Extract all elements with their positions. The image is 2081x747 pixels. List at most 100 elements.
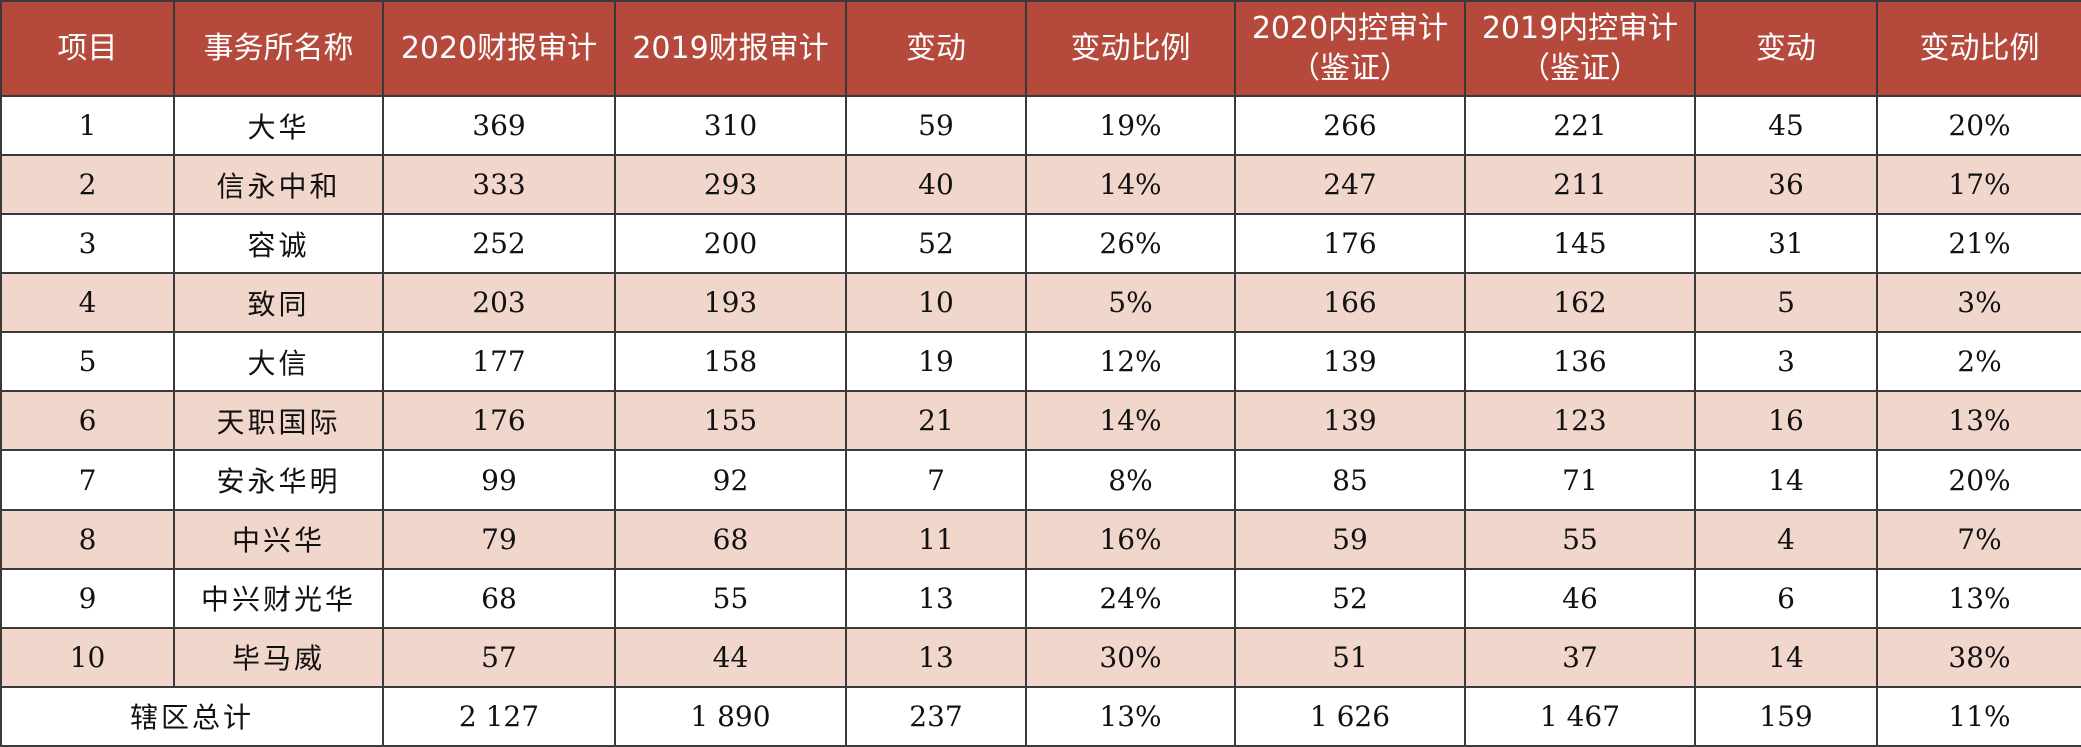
cell-ic-2019: 162 [1464,272,1696,334]
cell-ic-change: 6 [1694,567,1878,629]
cell-ic-change: 4 [1694,508,1878,570]
cell-firm-name: 大华 [173,94,384,157]
table-row: 1 大华 369 310 59 19% 266 221 45 20% [0,94,2081,157]
cell-fin-2019: 68 [614,508,847,570]
cell-fin-ratio: 8% [1025,449,1236,511]
cell-item: 6 [0,390,175,452]
total-ic-ratio: 11% [1876,685,2081,747]
cell-ic-2020: 266 [1234,94,1466,157]
header-row: 项目 事务所名称 2020财报审计 2019财报审计 变动 变动比例 2020内… [0,0,2081,97]
cell-ic-ratio: 20% [1876,449,2081,511]
header-ic-audit-2020-line1: 2020内控审计 [1251,10,1449,46]
cell-ic-2019: 71 [1464,449,1696,511]
cell-fin-change: 40 [845,154,1027,216]
cell-fin-ratio: 24% [1025,567,1236,629]
cell-fin-change: 19 [845,331,1027,393]
cell-ic-change: 36 [1694,154,1878,216]
cell-firm-name: 信永中和 [173,154,384,216]
table-row: 9 中兴财光华 68 55 13 24% 52 46 6 13% [0,567,2081,629]
cell-ic-change: 31 [1694,213,1878,275]
cell-item: 5 [0,331,175,393]
cell-firm-name: 容诚 [173,213,384,275]
cell-fin-ratio: 14% [1025,154,1236,216]
cell-ic-ratio: 13% [1876,390,2081,452]
cell-fin-2019: 92 [614,449,847,511]
cell-ic-2020: 247 [1234,154,1466,216]
cell-fin-ratio: 16% [1025,508,1236,570]
table-row: 3 容诚 252 200 52 26% 176 145 31 21% [0,213,2081,275]
cell-fin-ratio: 12% [1025,331,1236,393]
cell-ic-ratio: 21% [1876,213,2081,275]
cell-ic-change: 14 [1694,626,1878,688]
table-row: 2 信永中和 333 293 40 14% 247 211 36 17% [0,154,2081,216]
cell-ic-2020: 166 [1234,272,1466,334]
cell-ic-2020: 176 [1234,213,1466,275]
cell-ic-change: 5 [1694,272,1878,334]
cell-ic-2020: 139 [1234,331,1466,393]
cell-fin-2020: 333 [382,154,616,216]
cell-fin-2020: 252 [382,213,616,275]
cell-ic-ratio: 17% [1876,154,2081,216]
cell-item: 3 [0,213,175,275]
total-row: 辖区总计 2 127 1 890 237 13% 1 626 1 467 159… [0,685,2081,747]
table-row: 5 大信 177 158 19 12% 139 136 3 2% [0,331,2081,393]
cell-item: 7 [0,449,175,511]
cell-ic-2019: 221 [1464,94,1696,157]
cell-firm-name: 中兴财光华 [173,567,384,629]
total-ic-2019: 1 467 [1464,685,1696,747]
total-fin-2019: 1 890 [614,685,847,747]
cell-fin-2019: 200 [614,213,847,275]
cell-ic-change: 14 [1694,449,1878,511]
cell-fin-change: 13 [845,626,1027,688]
total-ic-change: 159 [1694,685,1878,747]
cell-fin-2019: 158 [614,331,847,393]
cell-ic-ratio: 7% [1876,508,2081,570]
header-ic-audit-2020-line2: （鉴证） [1290,50,1410,86]
cell-fin-ratio: 30% [1025,626,1236,688]
header-firm-name: 事务所名称 [173,0,384,97]
cell-fin-change: 7 [845,449,1027,511]
cell-ic-ratio: 20% [1876,94,2081,157]
cell-fin-2020: 57 [382,626,616,688]
cell-fin-2019: 293 [614,154,847,216]
table-row: 6 天职国际 176 155 21 14% 139 123 16 13% [0,390,2081,452]
total-fin-change: 237 [845,685,1027,747]
cell-fin-change: 10 [845,272,1027,334]
header-fin-audit-2019: 2019财报审计 [614,0,847,97]
cell-ic-ratio: 38% [1876,626,2081,688]
cell-fin-2020: 177 [382,331,616,393]
total-fin-ratio: 13% [1025,685,1236,747]
cell-fin-change: 52 [845,213,1027,275]
cell-firm-name: 天职国际 [173,390,384,452]
cell-ic-2019: 55 [1464,508,1696,570]
cell-fin-ratio: 26% [1025,213,1236,275]
cell-firm-name: 大信 [173,331,384,393]
cell-fin-2019: 155 [614,390,847,452]
header-fin-audit-2020: 2020财报审计 [382,0,616,97]
cell-fin-ratio: 19% [1025,94,1236,157]
cell-ic-2019: 123 [1464,390,1696,452]
cell-fin-2020: 176 [382,390,616,452]
total-fin-2020: 2 127 [382,685,616,747]
cell-ic-2019: 46 [1464,567,1696,629]
header-ic-change-ratio: 变动比例 [1876,0,2081,97]
total-label: 辖区总计 [0,685,384,747]
cell-ic-2019: 211 [1464,154,1696,216]
cell-fin-ratio: 5% [1025,272,1236,334]
cell-fin-change: 21 [845,390,1027,452]
cell-firm-name: 安永华明 [173,449,384,511]
cell-fin-change: 13 [845,567,1027,629]
cell-firm-name: 毕马威 [173,626,384,688]
header-ic-audit-2019: 2019内控审计 （鉴证） [1464,0,1696,97]
cell-item: 10 [0,626,175,688]
header-ic-audit-2020: 2020内控审计 （鉴证） [1234,0,1466,97]
cell-item: 2 [0,154,175,216]
table-row: 10 毕马威 57 44 13 30% 51 37 14 38% [0,626,2081,688]
cell-ic-2019: 37 [1464,626,1696,688]
table-row: 4 致同 203 193 10 5% 166 162 5 3% [0,272,2081,334]
cell-fin-change: 59 [845,94,1027,157]
cell-fin-ratio: 14% [1025,390,1236,452]
cell-item: 9 [0,567,175,629]
cell-ic-change: 45 [1694,94,1878,157]
